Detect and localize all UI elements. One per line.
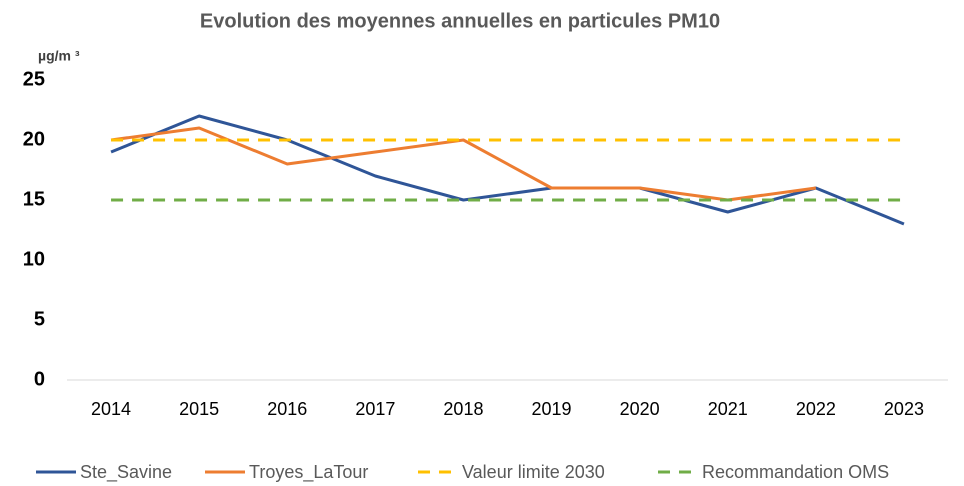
series-line (110, 114, 905, 226)
x-tick-label: 2016 (267, 399, 307, 419)
x-tick-label: 2023 (884, 399, 924, 419)
x-tick-label: 2019 (532, 399, 572, 419)
x-tick-label: 2021 (708, 399, 748, 419)
x-tick-label: 2022 (796, 399, 836, 419)
x-tick-label: 2015 (179, 399, 219, 419)
legend-label: Recommandation OMS (702, 462, 889, 482)
legend-label: Valeur limite 2030 (462, 462, 605, 482)
y-tick-label: 10 (23, 248, 45, 270)
x-tick-label: 2018 (443, 399, 483, 419)
y-tick-label: 20 (23, 128, 45, 150)
chart-title: Evolution des moyennes annuelles en part… (200, 10, 720, 32)
y-tick-label: 0 (34, 368, 45, 390)
y-tick-label: 5 (34, 308, 45, 330)
x-tick-label: 2020 (620, 399, 660, 419)
y-tick-label: 25 (23, 68, 45, 90)
x-tick-label: 2017 (355, 399, 395, 419)
legend-label: Troyes_LaTour (249, 462, 368, 483)
x-tick-label: 2014 (91, 399, 131, 419)
y-axis-label: µg/m ³ (38, 48, 80, 64)
series-line (110, 126, 817, 202)
y-tick-label: 15 (23, 188, 45, 210)
legend-label: Ste_Savine (80, 462, 172, 483)
